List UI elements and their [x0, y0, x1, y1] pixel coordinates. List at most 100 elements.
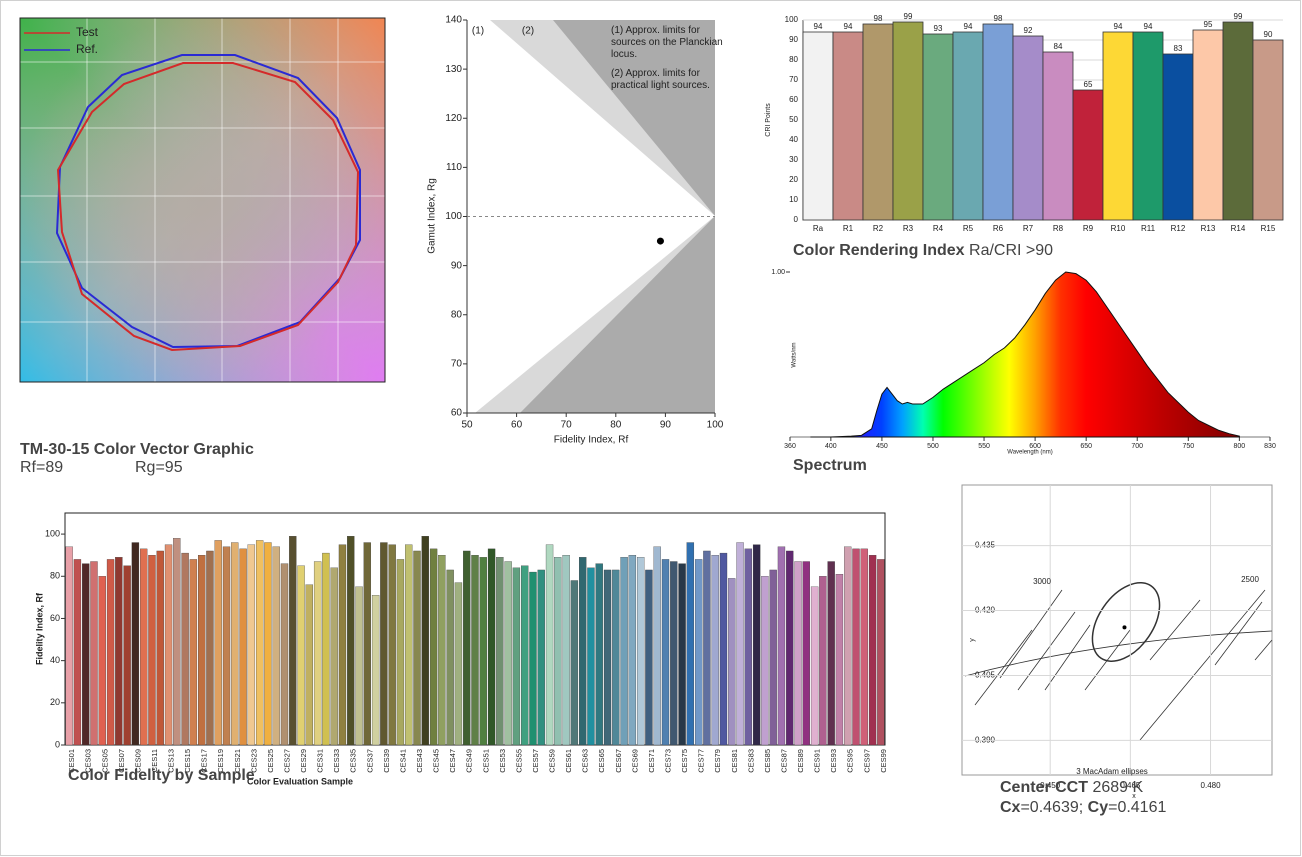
bar — [952, 31, 984, 221]
caption-note: Rg=95 — [135, 459, 183, 476]
spectrum-area — [810, 271, 1240, 438]
y-tick-label: 80 — [451, 309, 463, 320]
cy-label: Cy — [1087, 799, 1109, 816]
y-tick-label: 110 — [446, 162, 462, 173]
x-tick-label: CES85 — [763, 749, 772, 773]
x-tick-label: CES11 — [150, 749, 159, 772]
y-tick-label: 70 — [451, 359, 463, 370]
annotation: (1) Approx. limits for sources on the Pl… — [611, 25, 723, 60]
x-tick-label: CES55 — [514, 749, 523, 773]
bar — [289, 536, 297, 746]
bar — [1072, 89, 1104, 221]
x-tick-label: CES83 — [746, 749, 755, 773]
x-tick-label: CES75 — [680, 749, 689, 773]
bar — [868, 555, 877, 746]
bar — [728, 578, 736, 746]
value-label: 92 — [1024, 26, 1033, 35]
bar — [330, 567, 338, 746]
bar — [264, 542, 272, 746]
annotation: (2) Approx. limits for practical light s… — [611, 68, 710, 91]
value-label: 84 — [1054, 42, 1063, 51]
x-tick-label: CES29 — [299, 749, 308, 773]
data-point — [1122, 625, 1127, 630]
x-tick-label: R11 — [1141, 224, 1156, 233]
caption-subtitle: Ra/CRI >90 — [969, 242, 1054, 259]
bar — [255, 540, 264, 746]
x-tick-label: CES81 — [730, 749, 739, 773]
x-tick-label: CES87 — [779, 749, 788, 773]
y-axis-label: Watts/nm — [792, 342, 798, 367]
x-tick-label: CES51 — [481, 749, 490, 773]
caption: Color Fidelity by Sample — [68, 766, 255, 785]
bar — [653, 546, 661, 746]
x-tick-label: CES71 — [647, 749, 656, 773]
value-label: 95 — [1204, 20, 1213, 29]
x-tick-label: CES65 — [597, 749, 606, 773]
x-tick-label: CES45 — [432, 749, 441, 773]
bar — [131, 542, 140, 746]
gamut-region — [467, 20, 715, 413]
y-tick-label: 1.00 — [771, 269, 785, 276]
x-tick-label: R7 — [1023, 224, 1034, 233]
x-tick-label: 0.450 — [1040, 781, 1061, 790]
x-tick-label: CES03 — [84, 749, 93, 773]
bar — [396, 559, 405, 746]
bar — [1012, 35, 1044, 221]
y-tick-label: 60 — [789, 95, 798, 104]
y-axis-label: Fidelity Index, Rf — [34, 592, 44, 665]
value-label: 94 — [814, 22, 823, 31]
bar — [90, 561, 98, 746]
value-label: 99 — [904, 12, 913, 21]
x-tick-label: CES49 — [465, 749, 474, 773]
bar — [504, 561, 512, 746]
y-tick-label: 80 — [50, 571, 60, 581]
y-axis-label: Gamut Index, Rg — [427, 178, 438, 254]
bar — [123, 565, 131, 746]
x-tick-label: CES35 — [349, 749, 358, 773]
x-tick-label: 0.465 — [1120, 781, 1141, 790]
bar — [769, 569, 777, 746]
annotation: 3 MacAdam ellipses — [1076, 767, 1148, 776]
value-label: 93 — [934, 24, 943, 33]
x-tick-label: 90 — [660, 420, 672, 431]
bar — [1192, 29, 1224, 221]
bar — [313, 561, 322, 746]
bar — [521, 565, 529, 746]
bar — [844, 546, 852, 746]
bar — [1162, 53, 1194, 221]
bar — [1252, 39, 1284, 221]
x-tick-label: 80 — [610, 420, 622, 431]
bar — [892, 21, 924, 221]
y-tick-label: 0 — [794, 215, 799, 224]
bar — [819, 576, 827, 746]
x-tick-label: CES97 — [862, 749, 871, 773]
x-tick-label: CES21 — [233, 749, 242, 773]
value-label: 94 — [1144, 22, 1153, 31]
x-tick-label: CES59 — [548, 749, 557, 773]
bar — [562, 555, 570, 746]
y-tick-label: 50 — [789, 115, 798, 124]
x-tick-label: R15 — [1261, 224, 1276, 233]
x-tick-label: CES43 — [415, 749, 424, 773]
bar — [628, 555, 637, 746]
bar — [1222, 21, 1254, 221]
y-tick-label: 0 — [55, 739, 60, 749]
x-tick-label: CES05 — [100, 749, 109, 773]
y-tick-label: 40 — [50, 655, 60, 665]
bar — [922, 33, 954, 221]
x-tick-label: CES61 — [564, 749, 573, 773]
bar — [164, 544, 173, 746]
x-tick-label: R5 — [963, 224, 974, 233]
bar — [810, 586, 819, 746]
x-tick-label: CES31 — [316, 749, 325, 773]
bar — [206, 550, 214, 746]
bar — [761, 576, 769, 746]
value-label: 94 — [844, 22, 853, 31]
bar — [612, 569, 620, 746]
y-tick-label: 90 — [789, 35, 798, 44]
bar — [82, 563, 90, 746]
bar — [862, 23, 894, 221]
y-axis-label: y — [969, 638, 976, 642]
x-tick-label: CES01 — [67, 749, 76, 773]
bar — [454, 582, 463, 746]
